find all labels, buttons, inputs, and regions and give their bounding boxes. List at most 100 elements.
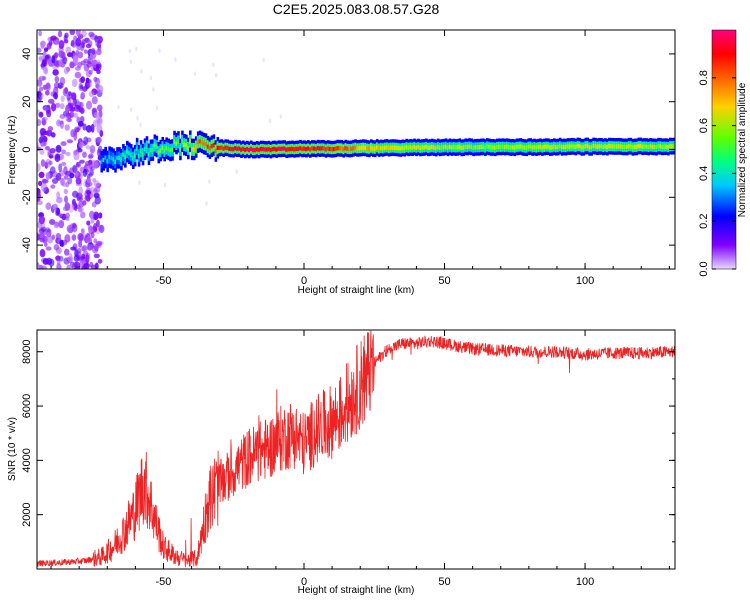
- noise-blob: [136, 115, 139, 121]
- spectrogram-cell: [106, 159, 109, 164]
- noise-blob: [65, 104, 70, 114]
- spectrogram-cell: [458, 144, 462, 149]
- noise-blob: [86, 235, 93, 244]
- spectrogram-cell: [560, 145, 564, 150]
- spectrogram-cell: [615, 144, 619, 149]
- noise-blob: [55, 247, 62, 255]
- spectrogram-cell: [167, 147, 170, 152]
- spectrogram-cell: [228, 146, 231, 151]
- noise-blob: [75, 127, 80, 133]
- spectrogram-cell: [269, 147, 273, 153]
- spectrogram-cell: [541, 145, 544, 150]
- spectrogram-cell: [377, 146, 381, 151]
- spectrogram-cell: [242, 146, 245, 152]
- noise-blob: [63, 66, 69, 75]
- noise-blob: [38, 86, 44, 92]
- spectrogram-cell: [497, 144, 501, 149]
- spectrogram-cell: [375, 145, 379, 150]
- noise-blob: [89, 169, 94, 176]
- noise-blob: [70, 129, 76, 138]
- noise-blob: [76, 247, 82, 254]
- spectrogram-cell: [480, 144, 483, 150]
- spectrogram-cell: [161, 145, 165, 150]
- spectrogram-cell: [157, 150, 161, 155]
- spectrogram-cell: [446, 145, 450, 150]
- noise-blob: [38, 215, 46, 225]
- spectrogram-cell: [421, 145, 424, 150]
- noise-blob: [90, 47, 96, 55]
- spectrogram-cell: [187, 146, 190, 151]
- noise-blob: [70, 92, 76, 100]
- spectrogram-cell: [499, 144, 503, 150]
- noise-blob: [88, 159, 93, 165]
- spectrogram-cell: [517, 144, 521, 149]
- noise-blob: [50, 103, 57, 112]
- noise-blob: [75, 177, 82, 185]
- noise-blob: [89, 210, 95, 219]
- spectrogram-cell: [641, 144, 645, 149]
- spectrogram-cell: [486, 144, 489, 149]
- spectrogram-cell: [588, 145, 591, 150]
- spectrogram-cell: [257, 147, 261, 153]
- spectrogram-cell: [639, 143, 643, 149]
- noise-blob: [69, 111, 75, 118]
- spectrogram-cell: [547, 144, 550, 149]
- noise-blob: [86, 220, 91, 226]
- spectrogram-cell: [246, 147, 249, 152]
- spectrogram-cell: [198, 139, 202, 144]
- noise-blob: [85, 70, 92, 78]
- noise-blob: [129, 59, 133, 65]
- spectrogram-cell: [179, 147, 182, 152]
- noise-blob: [85, 187, 92, 195]
- spectrogram-cell: [533, 144, 536, 150]
- noise-blob: [57, 30, 63, 38]
- spectrogram-cell: [163, 148, 166, 153]
- spectrogram-cell: [275, 147, 279, 152]
- noise-blob: [193, 71, 197, 76]
- spectrogram-cell: [468, 144, 471, 149]
- spectrogram-cell: [273, 146, 277, 152]
- noise-blob: [78, 186, 83, 196]
- noise-blob: [79, 159, 85, 164]
- noise-blob: [52, 92, 58, 100]
- noise-blob: [38, 75, 45, 81]
- spectrogram-cell: [308, 147, 312, 152]
- noise-blob: [89, 144, 96, 154]
- noise-blob: [80, 76, 86, 84]
- spectrogram-cell: [456, 145, 460, 150]
- noise-blob: [48, 160, 53, 166]
- noise-blob: [99, 129, 104, 138]
- spectrogram-cell: [277, 146, 281, 151]
- noise-blob: [78, 207, 83, 213]
- spectrogram-cell: [358, 146, 361, 151]
- noise-blob: [135, 46, 138, 52]
- noise-blob: [46, 232, 51, 238]
- spectrogram-cell: [395, 145, 399, 151]
- spectrogram-cell: [368, 146, 371, 151]
- noise-blob: [90, 166, 95, 171]
- noise-blob: [78, 239, 83, 248]
- spectrogram-cell: [438, 145, 442, 150]
- noise-blob: [163, 182, 167, 188]
- x-tick-label: 0: [301, 275, 307, 287]
- noise-blob: [85, 79, 92, 84]
- noise-blob: [64, 202, 71, 211]
- noise-blob: [69, 61, 75, 69]
- spectrogram-cell: [596, 144, 599, 149]
- colorbar-label: Normalized spectral amplitude: [737, 82, 748, 217]
- noise-blob: [88, 153, 94, 159]
- noise-blob: [45, 82, 51, 90]
- noise-blob: [97, 85, 104, 94]
- x-tick-label: 0: [301, 576, 307, 588]
- noise-blob: [37, 79, 42, 85]
- noise-blob: [68, 253, 73, 261]
- spectrogram-cell: [554, 145, 558, 150]
- spectrogram-cell: [289, 146, 292, 152]
- noise-blob: [97, 258, 103, 264]
- noise-blob: [53, 243, 60, 251]
- spectrogram-cell: [584, 143, 588, 149]
- noise-blob: [44, 146, 51, 151]
- noise-blob: [83, 136, 89, 146]
- x-tick-label: 50: [438, 275, 450, 287]
- noise-blob: [60, 51, 66, 59]
